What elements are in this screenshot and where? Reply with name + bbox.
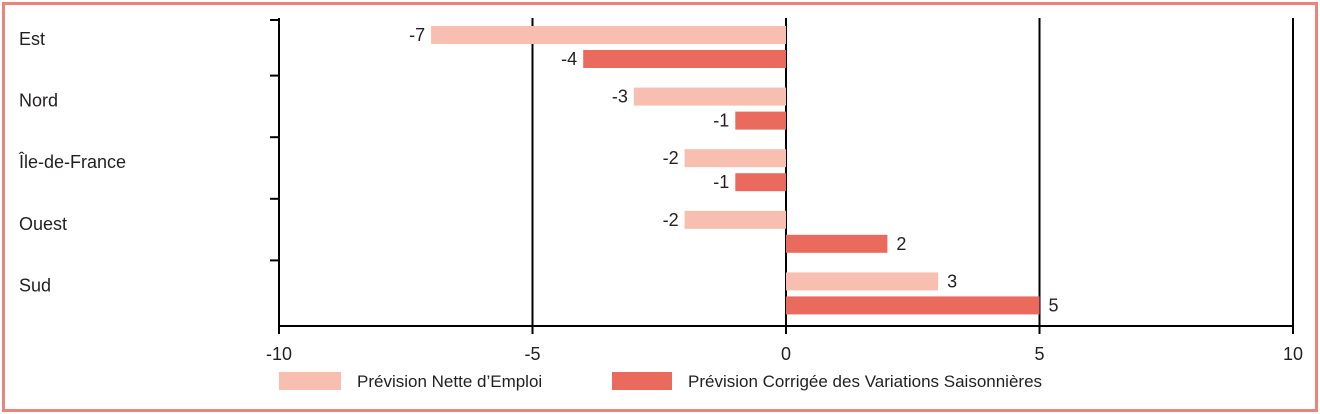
data-label: -3 [612, 87, 628, 107]
category-label: Sud [19, 275, 51, 295]
bar-series1 [633, 87, 786, 106]
category-label: Île-de-France [18, 152, 126, 172]
bar-series2 [786, 234, 888, 253]
legend-label-1: Prévision Nette d’Emploi [357, 372, 542, 391]
category-label: Est [19, 29, 45, 49]
x-tick-label: -5 [524, 344, 540, 364]
data-label: -2 [663, 210, 679, 230]
bar-series1 [684, 149, 786, 168]
bar-series1 [431, 26, 786, 44]
x-tick-label: 0 [781, 344, 791, 364]
data-label: 2 [896, 234, 906, 254]
bar-series2 [786, 296, 1040, 315]
legend-swatch-2 [612, 372, 672, 390]
bar-series1 [684, 210, 786, 229]
bar-series2 [583, 50, 786, 68]
x-tick-label: -10 [266, 344, 292, 364]
bar-series2 [735, 111, 786, 130]
category-label: Ouest [19, 214, 67, 234]
bar-series1 [786, 272, 939, 291]
x-tick-label: 10 [1283, 344, 1303, 364]
legend-label-2: Prévision Corrigée des Variations Saison… [688, 372, 1042, 391]
data-label: -1 [713, 172, 729, 192]
x-tick-label: 5 [1034, 344, 1044, 364]
category-label: Nord [19, 91, 58, 111]
bar-series2 [735, 173, 786, 192]
data-label: -7 [409, 25, 425, 45]
data-label: -2 [663, 148, 679, 168]
data-label: -1 [713, 111, 729, 131]
legend-swatch-1 [279, 372, 341, 390]
data-label: 5 [1049, 295, 1059, 315]
data-label: -4 [561, 49, 577, 69]
data-label: 3 [947, 271, 957, 291]
